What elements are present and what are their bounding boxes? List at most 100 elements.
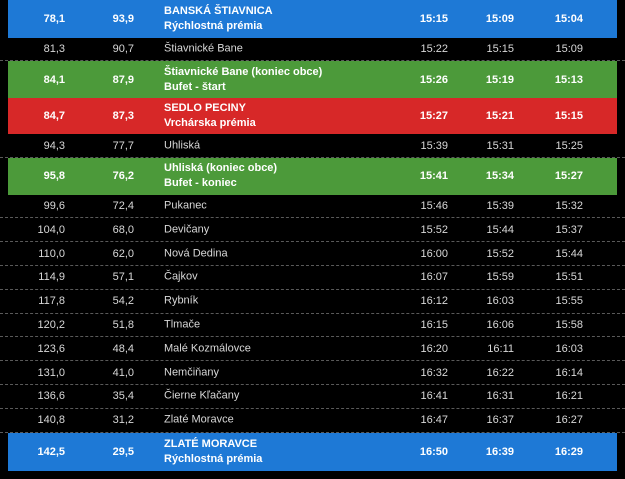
- km-to-finish: 48,4: [112, 342, 134, 355]
- table-row: 84,7 87,3 SEDLO PECINY Vrchárska prémia 15:2…: [0, 97, 625, 135]
- km-to-finish: 54,2: [112, 295, 134, 308]
- time-2: 15:15: [486, 42, 514, 55]
- place-title: Štiavnické Bane: [164, 42, 243, 55]
- row-edge-left: [0, 432, 8, 471]
- table-row: 99,6 72,4 Pukanec 15:46 15:39 15:32: [0, 194, 625, 219]
- row-edge-left: [0, 37, 8, 61]
- km-from-start: 136,6: [37, 390, 65, 403]
- row-edge-left: [0, 289, 8, 313]
- time-3: 16:27: [555, 414, 583, 427]
- row-edge-right: [617, 194, 625, 218]
- place-name: Čajkov: [164, 270, 198, 285]
- time-3: 15:58: [555, 318, 583, 331]
- time-1: 16:47: [420, 414, 448, 427]
- place-name: Rybník: [164, 294, 198, 309]
- km-to-finish: 87,9: [112, 73, 134, 86]
- time-3: 16:21: [555, 390, 583, 403]
- place-name: Pukanec: [164, 198, 207, 213]
- time-2: 15:34: [485, 170, 514, 183]
- time-2: 16:06: [486, 318, 514, 331]
- place-title: Zlaté Moravce: [164, 413, 234, 426]
- time-1: 15:41: [419, 170, 448, 183]
- table-row: 123,6 48,4 Malé Kozmálovce 16:20 16:11 16:03: [0, 337, 625, 362]
- table-row: 110,0 62,0 Nová Dedina 16:00 15:52 15:44: [0, 242, 625, 266]
- table-row: 81,3 90,7 Štiavnické Bane 15:22 15:15 15:09: [0, 37, 625, 62]
- table-row: 95,8 76,2 Uhliská (koniec obce) Bufet - kon…: [0, 158, 625, 195]
- time-2: 16:22: [486, 366, 514, 379]
- row-edge-right: [617, 158, 625, 195]
- time-3: 15:51: [555, 271, 583, 284]
- row-edge-left: [0, 97, 8, 135]
- place-title: Uhliská (koniec obce): [164, 162, 278, 175]
- place-title: Čajkov: [164, 270, 198, 283]
- time-1: 16:12: [420, 295, 448, 308]
- place-note: Rýchlostná prémia: [164, 452, 263, 465]
- time-2: 15:52: [486, 247, 514, 260]
- row-edge-left: [0, 61, 8, 98]
- km-to-finish: 31,2: [112, 414, 134, 427]
- km-to-finish: 51,8: [112, 318, 134, 331]
- table-row: 78,1 93,9 BANSKÁ ŠTIAVNICA Rýchlostná prémi…: [0, 0, 625, 38]
- place-title: Nemčiňany: [164, 366, 220, 379]
- row-edge-left: [0, 361, 8, 384]
- place-name: Devičany: [164, 222, 209, 237]
- time-3: 15:37: [555, 223, 583, 236]
- time-2: 16:11: [487, 342, 514, 355]
- place-name: Uhliská (koniec obce) Bufet - koniec: [164, 161, 277, 191]
- place-title: Rybník: [164, 294, 199, 307]
- row-edge-right: [617, 408, 625, 432]
- time-1: 15:15: [419, 12, 448, 25]
- time-2: 15:44: [486, 223, 514, 236]
- km-from-start: 140,8: [37, 414, 65, 427]
- km-to-finish: 68,0: [112, 223, 134, 236]
- row-edge-left: [0, 0, 8, 38]
- row-edge-right: [617, 134, 625, 158]
- time-3: 15:04: [554, 12, 583, 25]
- place-title: Čierne Kľačany: [164, 389, 240, 402]
- table-row: 136,6 35,4 Čierne Kľačany 16:41 16:31 16:21: [0, 384, 625, 409]
- table-row: 117,8 54,2 Rybník 16:12 16:03 15:55: [0, 289, 625, 314]
- time-2: 15:21: [485, 110, 514, 123]
- place-name: SEDLO PECINY Vrchárska prémia: [164, 101, 256, 131]
- time-1: 16:41: [420, 390, 448, 403]
- row-edge-left: [0, 313, 8, 337]
- row-edge-left: [0, 265, 8, 289]
- table-row: 94,3 77,7 Uhliská 15:39 15:31 15:25: [0, 134, 625, 159]
- km-from-start: 131,0: [37, 366, 65, 379]
- km-from-start: 94,3: [43, 139, 65, 152]
- row-edge-right: [617, 242, 625, 265]
- time-1: 16:32: [420, 366, 448, 379]
- row-edge-right: [617, 432, 625, 471]
- place-name: Tlmače: [164, 317, 200, 332]
- km-to-finish: 62,0: [112, 247, 134, 260]
- row-edge-right: [617, 97, 625, 135]
- table-row: 120,2 51,8 Tlmače 16:15 16:06 15:58: [0, 313, 625, 338]
- km-from-start: 84,1: [43, 73, 65, 86]
- time-3: 16:29: [554, 445, 583, 458]
- km-from-start: 104,0: [37, 223, 65, 236]
- row-edge-left: [0, 218, 8, 242]
- km-from-start: 95,8: [43, 170, 65, 183]
- time-1: 16:20: [420, 342, 448, 355]
- time-2: 15:09: [485, 12, 514, 25]
- table-row: 140,8 31,2 Zlaté Moravce 16:47 16:37 16:27: [0, 408, 625, 433]
- row-edge-left: [0, 242, 8, 265]
- time-3: 15:32: [555, 199, 583, 212]
- table-row: 104,0 68,0 Devičany 15:52 15:44 15:37: [0, 218, 625, 243]
- row-edge-right: [617, 313, 625, 337]
- row-edge-right: [617, 289, 625, 313]
- place-name: Štiavnické Bane: [164, 41, 243, 56]
- row-edge-right: [617, 265, 625, 289]
- table-row: 114,9 57,1 Čajkov 16:07 15:59 15:51: [0, 265, 625, 290]
- km-to-finish: 29,5: [112, 445, 134, 458]
- time-1: 15:46: [420, 199, 448, 212]
- km-from-start: 110,0: [38, 247, 65, 260]
- km-to-finish: 72,4: [112, 199, 134, 212]
- row-edge-right: [617, 61, 625, 98]
- km-from-start: 123,6: [37, 342, 65, 355]
- place-name: Malé Kozmálovce: [164, 341, 251, 356]
- time-2: 15:31: [486, 139, 514, 152]
- km-from-start: 84,7: [43, 110, 65, 123]
- place-title: Malé Kozmálovce: [164, 342, 251, 355]
